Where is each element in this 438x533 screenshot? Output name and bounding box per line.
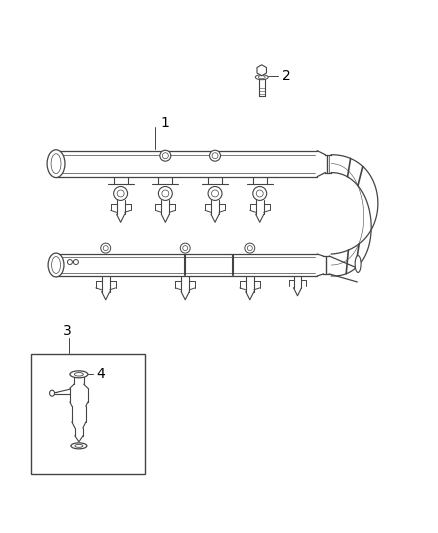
Ellipse shape xyxy=(47,150,65,177)
Circle shape xyxy=(180,243,190,253)
Circle shape xyxy=(160,150,171,161)
Circle shape xyxy=(209,150,220,161)
Text: 1: 1 xyxy=(160,116,169,130)
Text: 3: 3 xyxy=(63,324,71,337)
Circle shape xyxy=(253,187,267,200)
Circle shape xyxy=(208,187,222,200)
Circle shape xyxy=(114,187,127,200)
Circle shape xyxy=(159,187,172,200)
Circle shape xyxy=(245,243,255,253)
Ellipse shape xyxy=(355,255,361,272)
Circle shape xyxy=(67,260,72,264)
Ellipse shape xyxy=(48,253,64,277)
Circle shape xyxy=(74,260,78,264)
Ellipse shape xyxy=(71,443,87,449)
Polygon shape xyxy=(257,65,266,76)
Text: 4: 4 xyxy=(97,367,106,381)
Text: 2: 2 xyxy=(282,69,290,83)
Ellipse shape xyxy=(49,390,55,396)
Ellipse shape xyxy=(70,371,88,378)
Ellipse shape xyxy=(255,75,268,80)
Bar xyxy=(31,354,145,474)
Circle shape xyxy=(101,243,111,253)
